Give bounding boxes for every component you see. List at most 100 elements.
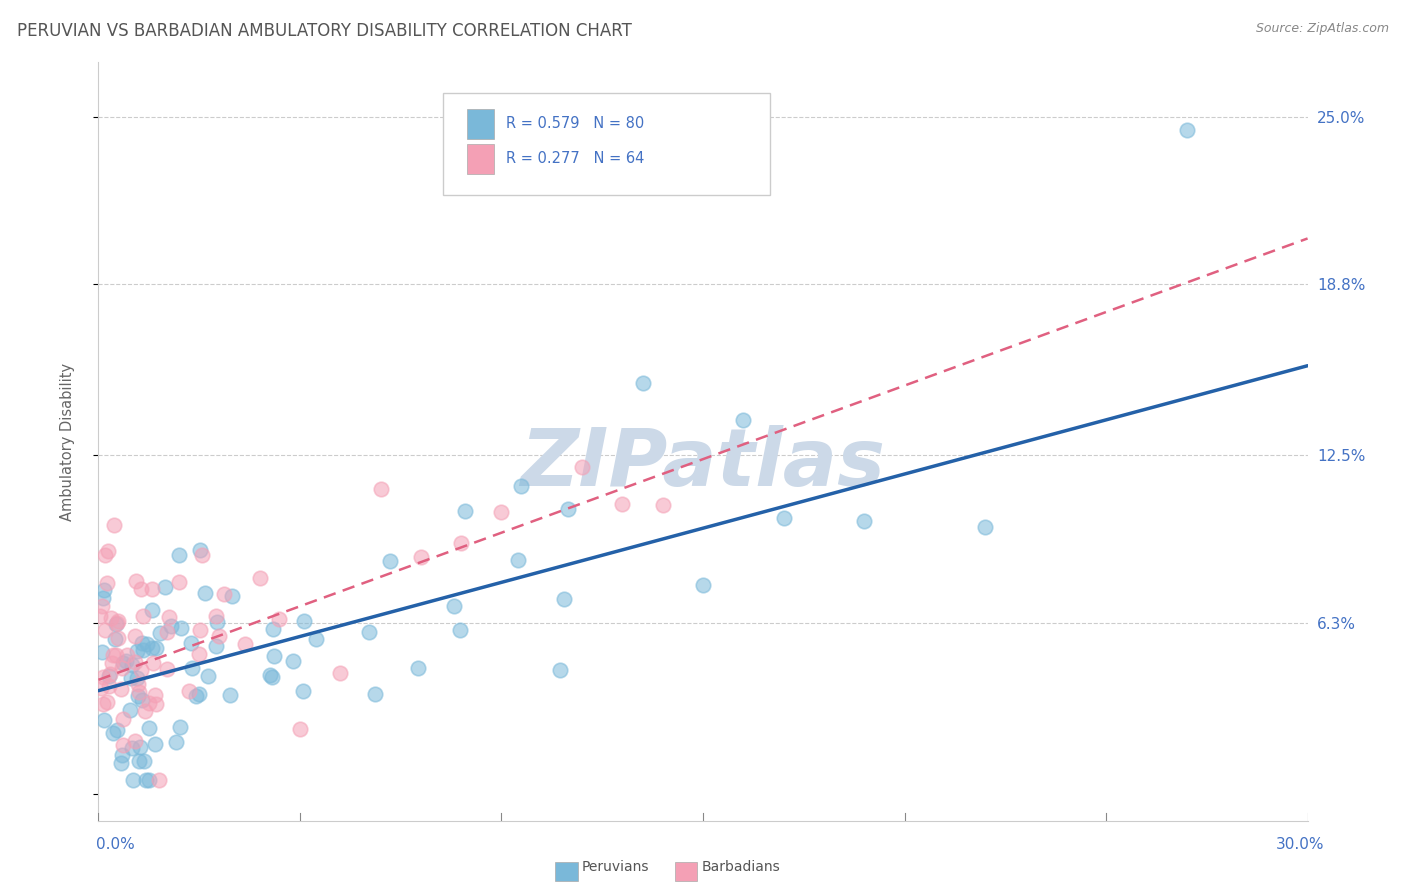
Point [188, 647, 211, 661]
Point [281, 654, 304, 668]
Point [112, 656, 135, 670]
Point [96, 576, 118, 591]
Point [409, 550, 432, 565]
Point [141, 603, 163, 617]
Text: 0.0%: 0.0% [96, 838, 135, 852]
Point [129, 663, 152, 677]
Text: R = 0.277   N = 64: R = 0.277 N = 64 [506, 152, 644, 166]
Point [288, 723, 311, 737]
Point [128, 684, 150, 698]
Point [91, 670, 114, 684]
Point [208, 629, 231, 643]
Point [406, 661, 429, 675]
Text: Barbadians: Barbadians [702, 860, 780, 874]
Point [107, 614, 129, 628]
Point [157, 610, 180, 624]
Point [148, 772, 170, 787]
Point [90, 681, 112, 696]
Point [692, 578, 714, 592]
Point [136, 637, 159, 651]
Point [160, 619, 183, 633]
Point [156, 662, 179, 676]
Point [94, 623, 117, 637]
Point [124, 629, 146, 643]
Point [141, 582, 163, 596]
Point [103, 517, 125, 532]
Point [104, 632, 127, 646]
Point [508, 553, 530, 567]
Point [190, 542, 212, 557]
Point [733, 413, 755, 427]
Point [131, 636, 153, 650]
Point [249, 570, 271, 584]
Point [107, 632, 129, 646]
Point [188, 687, 211, 701]
Point [91, 599, 114, 614]
Point [138, 772, 160, 787]
Point [141, 640, 163, 655]
Point [329, 665, 352, 680]
Point [97, 669, 120, 683]
Point [380, 554, 402, 568]
Point [98, 679, 121, 693]
Text: 30.0%: 30.0% [1277, 838, 1324, 852]
Point [180, 661, 202, 675]
Point [111, 738, 134, 752]
Point [292, 684, 315, 698]
Point [263, 649, 285, 664]
Point [612, 497, 634, 511]
Point [132, 643, 155, 657]
Point [129, 739, 152, 754]
Point [450, 536, 472, 550]
Point [110, 682, 132, 697]
Point [153, 580, 176, 594]
Point [132, 608, 155, 623]
Point [145, 697, 167, 711]
Point [449, 623, 471, 637]
Point [89, 609, 111, 624]
Point [364, 686, 387, 700]
Point [101, 726, 124, 740]
Point [143, 738, 166, 752]
Point [167, 548, 190, 562]
Point [124, 734, 146, 748]
Point [131, 582, 153, 596]
Point [548, 663, 571, 677]
Point [121, 658, 143, 673]
Point [205, 615, 228, 629]
Point [103, 648, 125, 663]
Point [125, 574, 148, 589]
Point [205, 609, 228, 624]
Point [134, 754, 156, 768]
Point [131, 692, 153, 706]
Point [233, 637, 256, 651]
Point [853, 515, 876, 529]
FancyBboxPatch shape [443, 93, 769, 195]
Point [165, 735, 187, 749]
Point [156, 625, 179, 640]
Point [138, 696, 160, 710]
FancyBboxPatch shape [467, 144, 494, 174]
Point [105, 648, 128, 663]
Point [188, 623, 211, 637]
Point [128, 754, 150, 768]
Point [93, 713, 115, 727]
FancyBboxPatch shape [467, 109, 494, 139]
Point [262, 622, 284, 636]
Point [190, 548, 212, 562]
Point [110, 756, 132, 771]
Point [122, 772, 145, 787]
Point [104, 616, 127, 631]
Point [259, 668, 281, 682]
Point [124, 655, 146, 669]
Point [491, 505, 513, 519]
Point [170, 621, 193, 635]
Point [205, 639, 228, 653]
Point [101, 656, 124, 670]
Point [651, 499, 673, 513]
Point [553, 592, 575, 607]
Text: PERUVIAN VS BARBADIAN AMBULATORY DISABILITY CORRELATION CHART: PERUVIAN VS BARBADIAN AMBULATORY DISABIL… [17, 22, 631, 40]
Point [138, 721, 160, 735]
Point [93, 591, 115, 605]
Point [454, 504, 477, 518]
